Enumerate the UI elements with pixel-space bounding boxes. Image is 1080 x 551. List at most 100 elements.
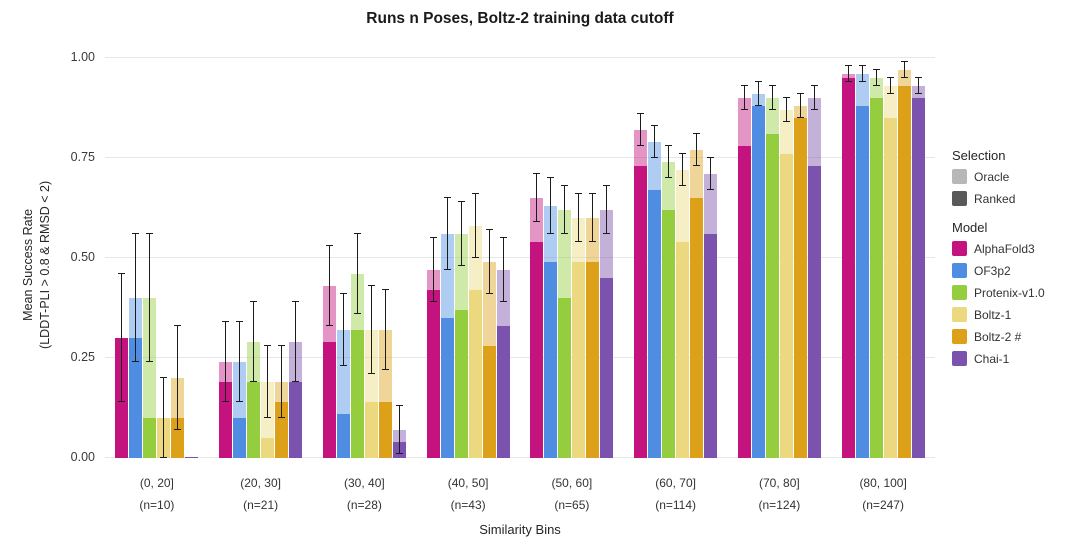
error-bar-cap: [132, 233, 140, 234]
error-bar-cap: [339, 293, 347, 294]
error-bar-cap: [575, 193, 583, 194]
bar-ranked-Boltz-1: [364, 402, 378, 458]
legend-model-item: Boltz-2 #: [952, 329, 1077, 344]
error-bar: [917, 78, 919, 94]
bar-ranked-Boltz-2 #: [171, 418, 185, 458]
error-bar-cap: [637, 113, 645, 114]
y-axis-title-line1: Mean Success Rate: [21, 208, 36, 321]
x-tick-count-label: (n=114): [655, 498, 697, 512]
error-bar-cap: [264, 345, 272, 346]
y-tick-label: 0.75: [70, 150, 95, 164]
error-bar-cap: [693, 133, 701, 134]
x-tick-label: (40, 50]: [447, 476, 489, 490]
error-bar-cap: [278, 345, 286, 346]
error-bar: [799, 94, 801, 118]
bar-ranked-OF3p2: [129, 338, 143, 458]
bar-ranked-Boltz-1: [676, 242, 690, 458]
error-bar-cap: [796, 93, 804, 94]
bar-ranked-Chai-1: [704, 234, 718, 458]
error-bar: [668, 146, 670, 178]
grid-line: [105, 357, 935, 358]
bar-ranked-AlphaFold3: [530, 242, 544, 458]
error-bar: [342, 294, 344, 366]
legend-model-item: Boltz-1: [952, 307, 1077, 322]
legend-model-title: Model: [952, 220, 988, 235]
legend-model-swatch: [952, 307, 967, 322]
bar-ranked-Protenix-v1.0: [765, 134, 779, 458]
error-bar: [710, 158, 712, 190]
error-bar-cap: [810, 85, 818, 86]
x-axis-title: Similarity Bins: [479, 522, 561, 537]
error-bar-cap: [353, 233, 361, 234]
error-bar: [536, 174, 538, 222]
error-bar-cap: [665, 145, 673, 146]
bar-ranked-Protenix-v1.0: [247, 382, 261, 458]
chart-title: Runs n Poses, Boltz-2 training data cuto…: [366, 10, 674, 27]
error-bar-cap: [679, 185, 687, 186]
legend-model-swatch: [952, 285, 967, 300]
error-bar: [861, 66, 863, 82]
x-tick-count-label: (n=28): [346, 498, 382, 512]
bar-ranked-OF3p2: [855, 106, 869, 458]
x-tick-label: (20, 30]: [240, 476, 281, 490]
error-bar: [149, 234, 151, 362]
error-bar-cap: [740, 109, 748, 110]
error-bar-cap: [651, 157, 659, 158]
error-bar-cap: [471, 193, 479, 194]
error-bar-cap: [292, 381, 300, 382]
error-bar-cap: [679, 153, 687, 154]
x-tick-label: (50, 60]: [551, 476, 593, 490]
bar-ranked-OF3p2: [648, 190, 662, 458]
error-bar-cap: [160, 377, 168, 378]
error-bar: [578, 194, 580, 242]
error-bar-cap: [367, 373, 375, 374]
error-bar-cap: [637, 145, 645, 146]
error-bar-cap: [325, 325, 333, 326]
legend-model-label: OF3p2: [974, 263, 1011, 278]
error-bar-cap: [693, 165, 701, 166]
error-bar-cap: [533, 173, 541, 174]
y-tick-label: 0.25: [70, 350, 95, 364]
bar-ranked-AlphaFold3: [841, 78, 855, 458]
error-bar-cap: [886, 77, 894, 78]
error-bar: [564, 186, 566, 234]
error-bar-cap: [353, 313, 361, 314]
error-bar-cap: [575, 241, 583, 242]
error-bar-cap: [603, 185, 611, 186]
legend-model-swatch: [952, 263, 967, 278]
error-bar: [550, 178, 552, 234]
legend-model-label: Chai-1: [974, 351, 1010, 366]
error-bar: [384, 290, 386, 370]
y-tick-label: 1.00: [70, 50, 95, 64]
error-bar-cap: [589, 193, 597, 194]
error-bar: [267, 346, 269, 418]
error-bar-cap: [707, 189, 715, 190]
legend: Selection Oracle Ranked Model AlphaFold3 O…: [952, 148, 1077, 373]
x-tick-label: (0, 20]: [139, 476, 174, 490]
legend-model-label: Boltz-2 #: [974, 329, 1022, 344]
error-bar: [488, 230, 490, 294]
error-bar: [813, 86, 815, 110]
y-axis-title: Mean Success Rate (LDDT-PLI > 0.8 & RMSD…: [20, 150, 54, 380]
error-bar-cap: [118, 273, 126, 274]
bar-ranked-OF3p2: [336, 414, 350, 458]
error-bar-cap: [740, 85, 748, 86]
error-bar-cap: [264, 417, 272, 418]
y-tick-label: 0.50: [70, 250, 95, 264]
bar-ranked-AlphaFold3: [634, 166, 648, 458]
error-bar-cap: [292, 301, 300, 302]
error-bar-cap: [146, 233, 154, 234]
bar-ranked-Boltz-1: [261, 438, 275, 458]
legend-selection-swatch: [952, 169, 967, 184]
bar-ranked-Boltz-2 #: [482, 346, 496, 458]
error-bar-cap: [844, 65, 852, 66]
legend-model-item: Protenix-v1.0: [952, 285, 1077, 300]
legend-selection-item: Ranked: [952, 191, 1077, 206]
error-bar-cap: [381, 369, 389, 370]
error-bar: [757, 82, 759, 106]
error-bar: [682, 154, 684, 186]
error-bar-cap: [651, 125, 659, 126]
bar-ranked-Chai-1: [185, 457, 199, 458]
error-bar-cap: [768, 109, 776, 110]
legend-model-label: AlphaFold3: [974, 241, 1035, 256]
